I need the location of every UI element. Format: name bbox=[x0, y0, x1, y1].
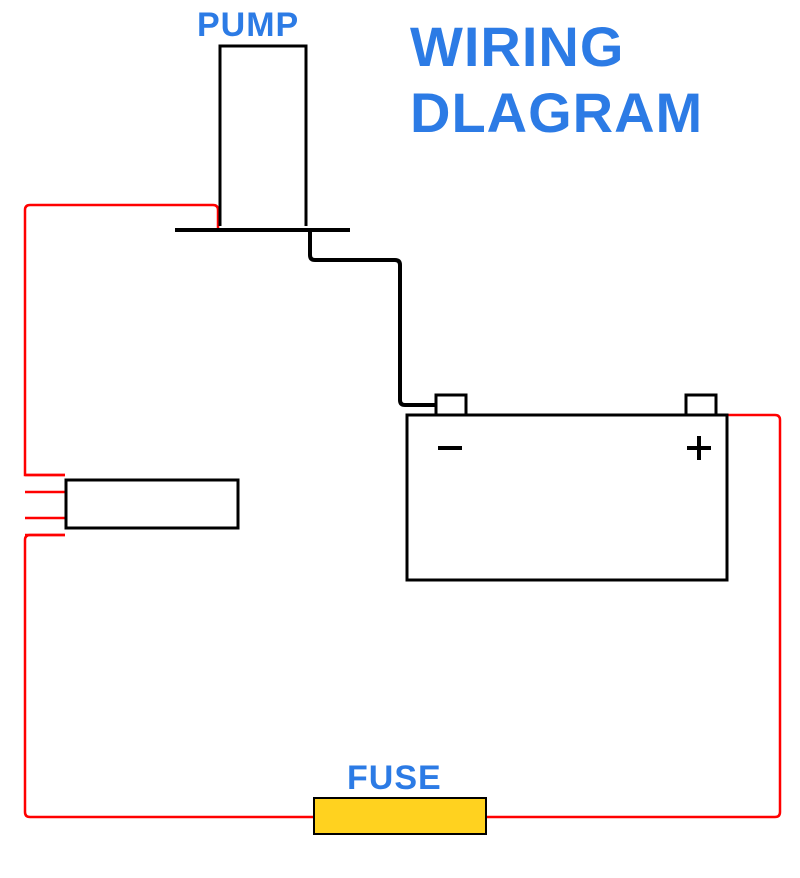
wiring-diagram: WIRING DLAGRAM PUMP TAP BATTERY FUSE 3.5… bbox=[0, 0, 800, 878]
battery-terminal-neg bbox=[436, 395, 466, 415]
fuse-box bbox=[314, 798, 486, 834]
black-wire bbox=[310, 230, 450, 405]
red-wire-top bbox=[25, 205, 218, 475]
battery-terminal-pos bbox=[686, 395, 716, 415]
pump-body bbox=[220, 46, 306, 226]
battery-body bbox=[407, 415, 727, 580]
tap-box bbox=[66, 480, 238, 528]
red-wire-bottom-left bbox=[25, 535, 314, 817]
diagram-canvas bbox=[0, 0, 800, 878]
